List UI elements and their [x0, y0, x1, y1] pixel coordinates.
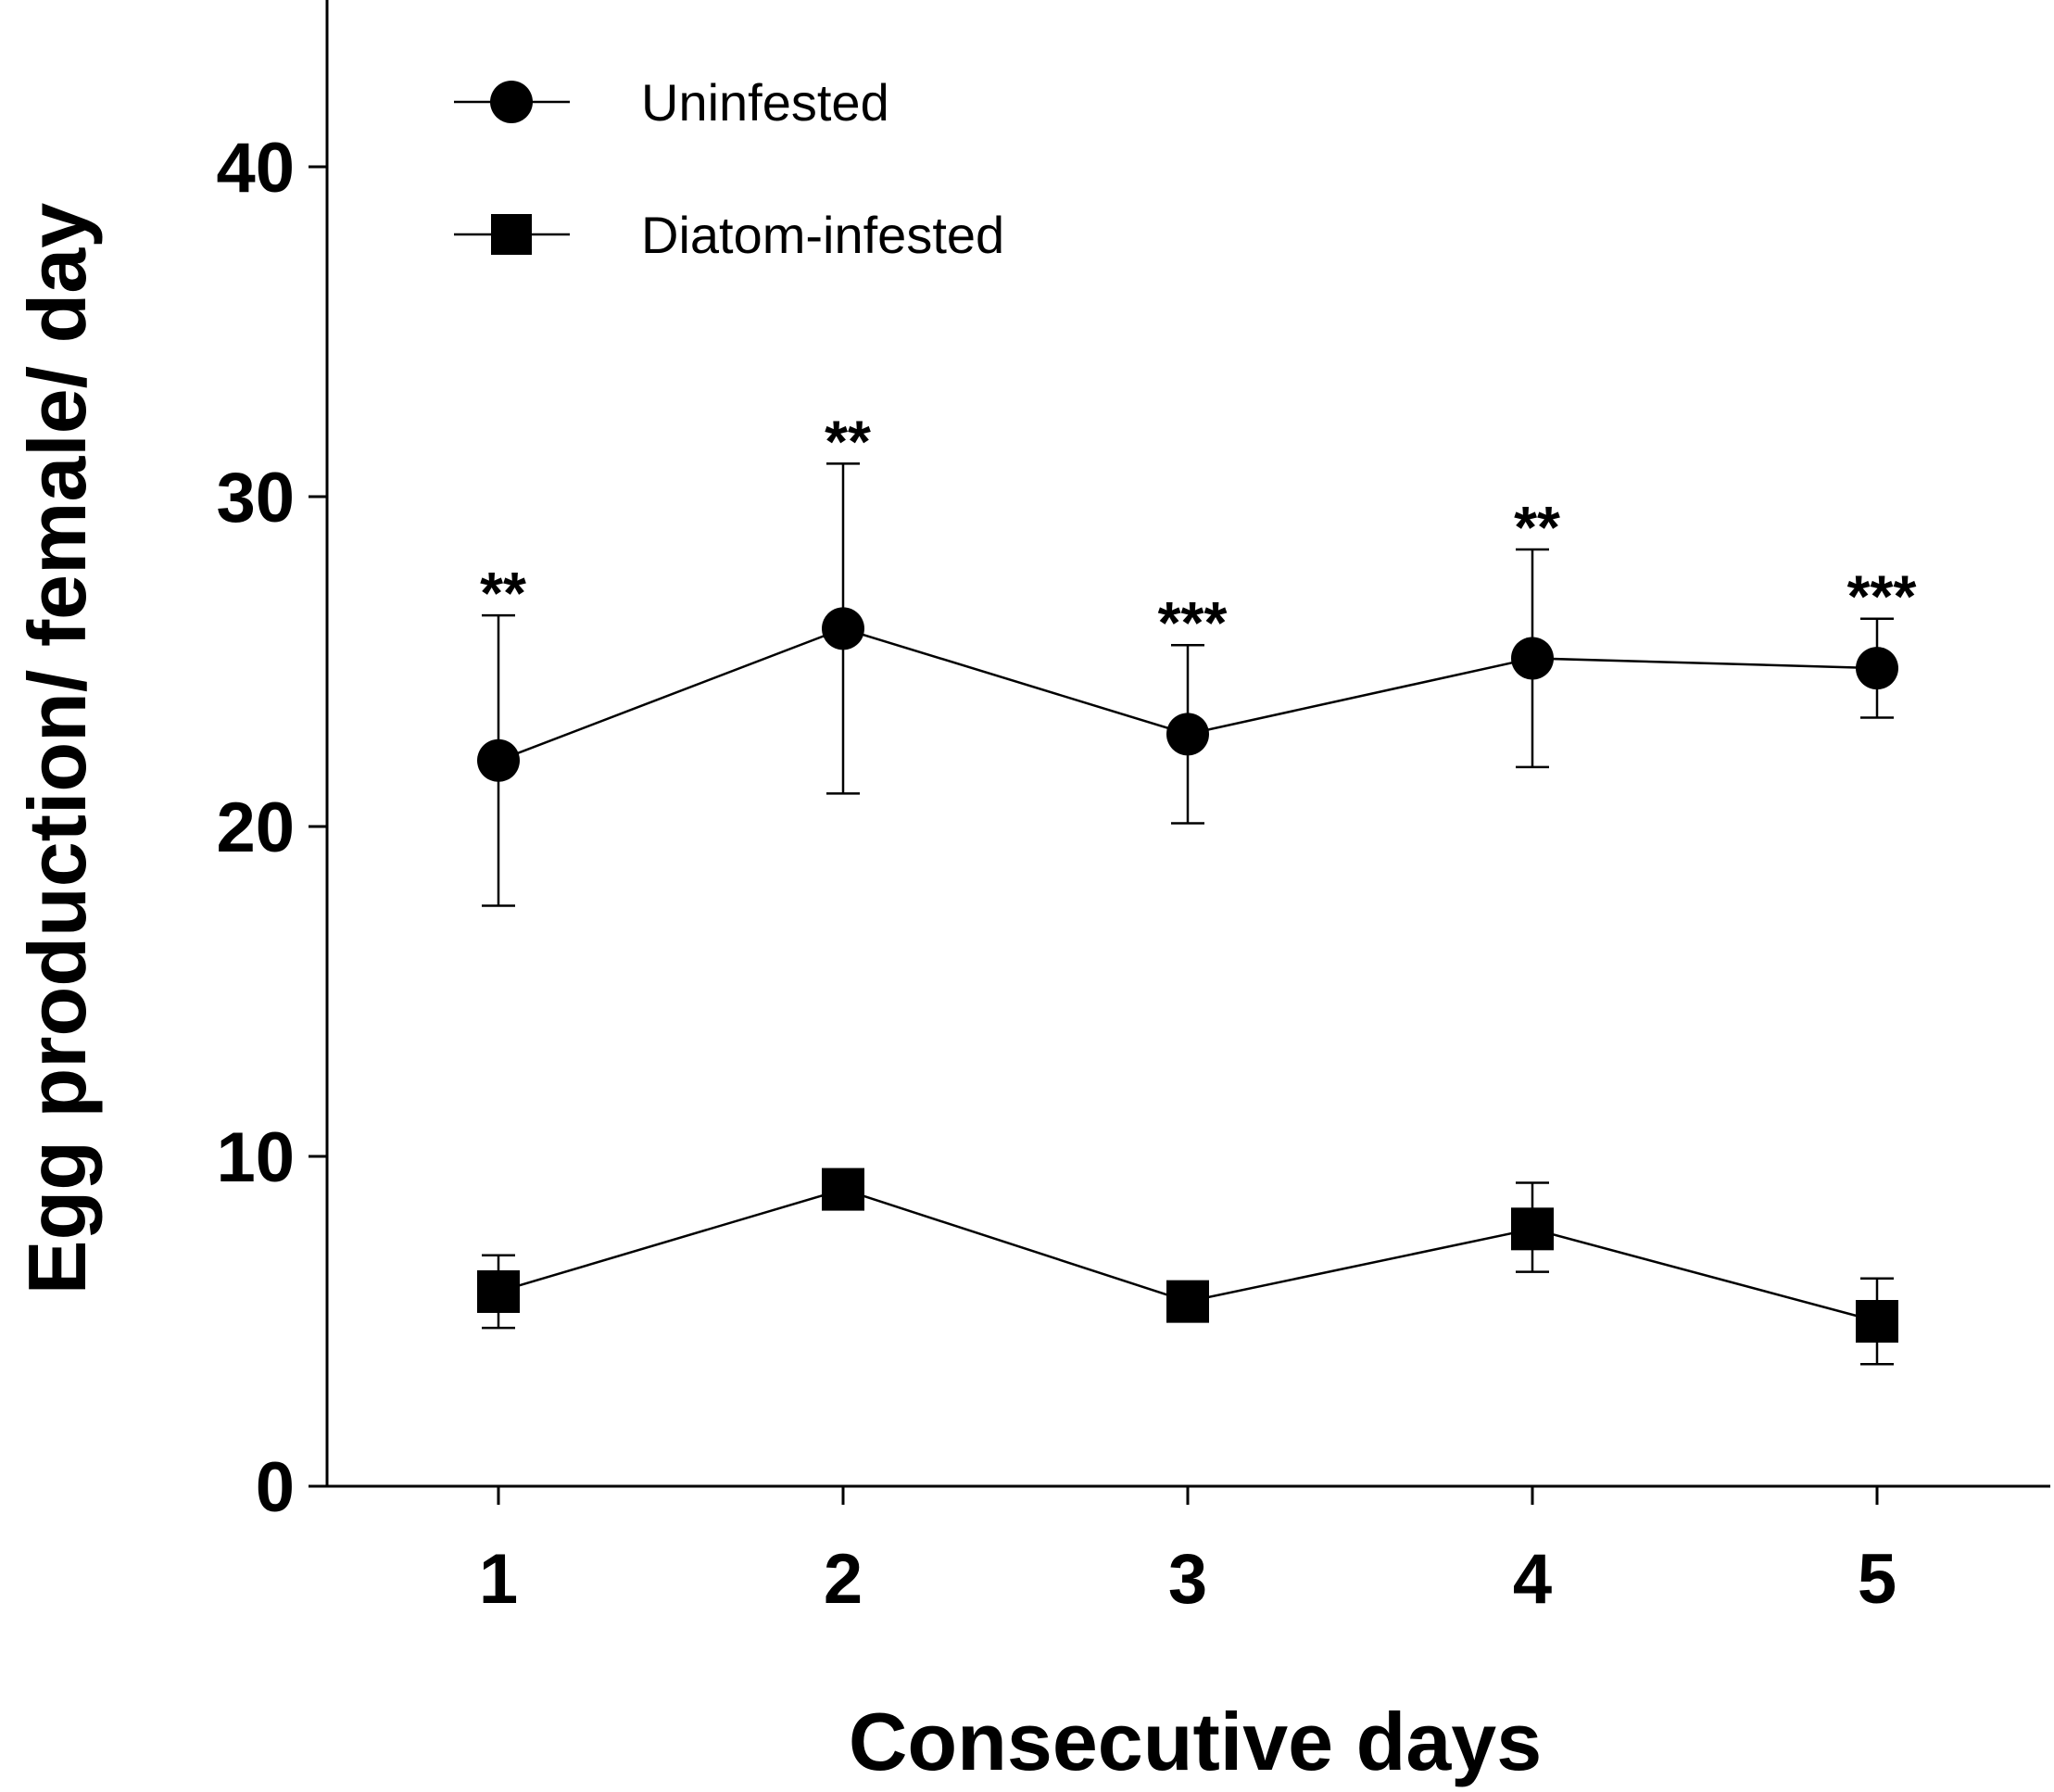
x-tick-label: 3: [1168, 1540, 1207, 1619]
data-point-circle: [822, 607, 864, 650]
y-tick-label: 10: [216, 1118, 295, 1197]
data-point-square: [822, 1167, 864, 1211]
data-point-square: [1166, 1280, 1209, 1323]
data-point-circle: [1511, 637, 1554, 680]
legend: Uninfested Diatom-infested: [454, 73, 1004, 264]
data-point-circle: [1856, 647, 1898, 690]
x-tick-label: 4: [1513, 1540, 1552, 1619]
legend-item-diatom-infested: Diatom-infested: [454, 206, 1004, 264]
x-ticks: 1 2 3 4 5: [479, 1486, 1896, 1619]
legend-label-uninfested: Uninfested: [641, 73, 889, 132]
x-axis-title: Consecutive days: [849, 1696, 1542, 1787]
data-point-circle: [477, 738, 520, 782]
data-point-square: [1511, 1207, 1554, 1251]
x-tick-label: 5: [1858, 1540, 1896, 1619]
series-diatom-infested: [477, 1167, 1898, 1366]
data-point-square: [477, 1269, 520, 1313]
significance-label: **: [825, 408, 871, 474]
significance-label: ***: [1158, 589, 1228, 656]
data-point-square: [1856, 1300, 1898, 1343]
significance-label: ***: [1847, 563, 1917, 630]
axes: 0 10 20 30 40 1 2 3 4 5: [216, 0, 2050, 1619]
y-tick-label: 20: [216, 789, 295, 867]
series-layer: ************: [477, 408, 1917, 1366]
series-uninfested: ************: [477, 408, 1917, 907]
y-tick-label: 30: [216, 459, 295, 537]
y-axis-title: Egg production/ female/ day: [11, 203, 103, 1294]
y-ticks: 0 10 20 30 40: [216, 129, 327, 1527]
legend-label-diatom-infested: Diatom-infested: [641, 206, 1004, 264]
data-point-circle: [1166, 713, 1209, 756]
y-tick-label: 0: [256, 1448, 295, 1527]
significance-label: **: [480, 560, 526, 626]
significance-label: **: [1514, 494, 1560, 561]
x-tick-label: 2: [824, 1540, 863, 1619]
legend-marker-square: [491, 214, 532, 255]
legend-item-uninfested: Uninfested: [454, 73, 889, 132]
y-tick-label: 40: [216, 129, 295, 208]
legend-marker-circle: [490, 81, 533, 123]
x-tick-label: 1: [479, 1540, 518, 1619]
